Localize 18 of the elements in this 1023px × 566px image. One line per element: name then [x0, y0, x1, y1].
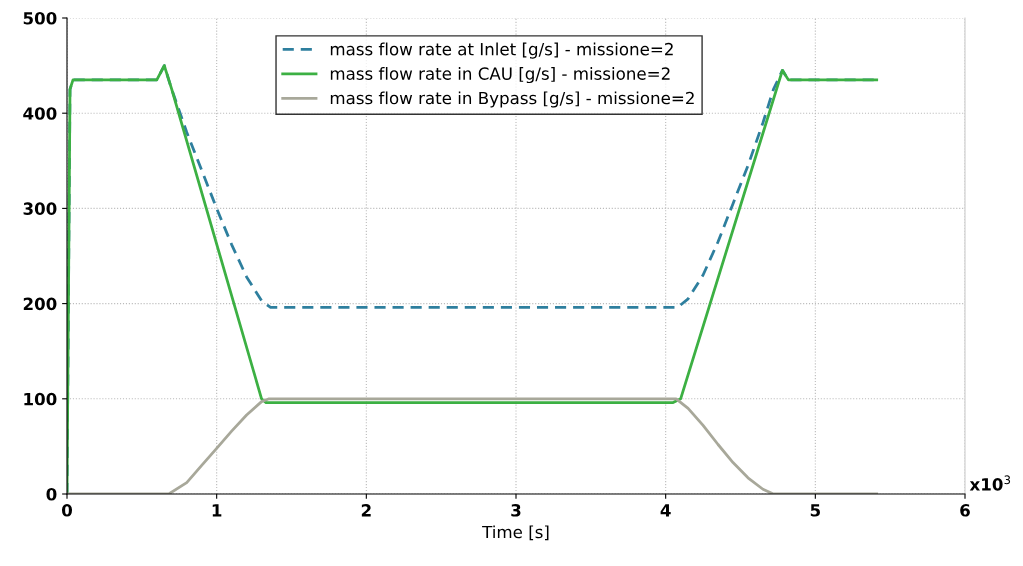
x-tick-label: 3 [511, 504, 521, 517]
x-tick-label: 1 [212, 504, 222, 517]
legend-label: mass flow rate at Inlet [g/s] - missione=2 [330, 42, 673, 59]
x-tick-label: 5 [810, 504, 820, 517]
y-tick-label: 200 [23, 297, 57, 311]
legend-label: mass flow rate in Bypass [g/s] - missione=2 [330, 91, 694, 108]
y-tick-label: 300 [23, 202, 57, 215]
x-axis-title: Time [s] [482, 525, 549, 541]
y-tick-label: 400 [23, 107, 57, 120]
y-tick-label: 100 [24, 392, 57, 406]
x-tick-label: 4 [660, 504, 671, 517]
legend-label: mass flow rate in CAU [g/s] - missione=2 [330, 66, 670, 84]
y-tick-label: 0 [46, 487, 57, 501]
x-tick-label: 0 [62, 504, 72, 517]
text: x10$^{3}$ [969, 475, 1011, 491]
x-tick-label: 2 [361, 504, 371, 517]
x-tick-label: 6 [960, 504, 970, 517]
y-tick-label: 500 [23, 11, 57, 25]
